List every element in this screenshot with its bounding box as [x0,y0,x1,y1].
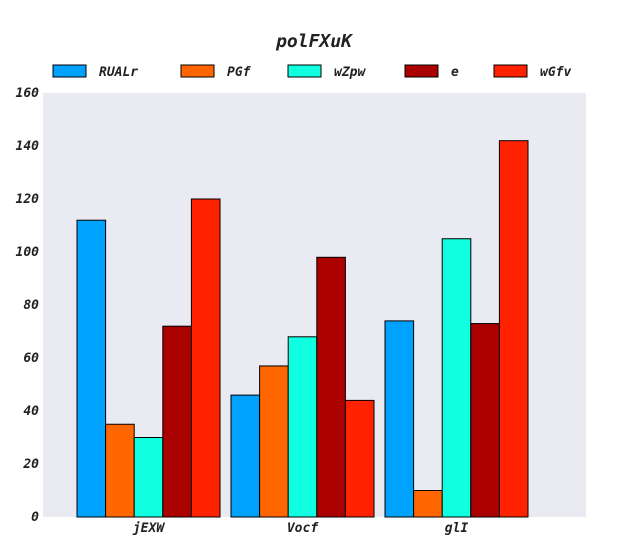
bar-Vocf-wZpw [287,336,318,518]
legend-swatch-PGf [180,64,215,78]
bar-Vocf-RUALr [230,394,261,518]
legend-label-RUALr: RUALr [99,65,138,80]
y-tick-label: 40 [23,404,39,419]
y-tick-label: 100 [16,245,40,260]
legend-swatch-RUALr [52,64,87,78]
x-tick-label-glI: glI [445,521,469,536]
bar-glI-wGfv [498,140,529,518]
bar-jEXW-wGfv [190,198,221,518]
bar-jEXW-wZpw [133,437,164,518]
bar-jEXW-e [162,325,192,518]
y-axis: 0 20 40 60 80 100 120 140 160 [16,86,40,525]
y-tick-label: 120 [16,192,40,207]
y-tick-label: 80 [23,298,39,313]
legend-swatch-wZpw [287,64,322,78]
y-tick-label: 160 [16,86,40,101]
x-tick-label-jEXW: jEXW [132,521,165,536]
bar-jEXW-RUALr [76,219,107,518]
legend-swatch-wGfv [493,64,528,78]
bar-glI-RUALr [384,320,415,518]
bar-glI-wZpw [441,238,472,518]
legend-label-wGfv: wGfv [540,65,571,80]
bar-Vocf-wGfv [344,399,375,518]
legend-label-PGf: PGf [227,65,252,80]
y-tick-label: 0 [31,510,39,525]
legend: RUALr PGf wZpw e wGfv [52,64,571,80]
bars [76,140,529,518]
bar-glI-e [470,323,500,518]
legend-swatch-e [404,64,439,78]
legend-label-e: e [451,65,459,80]
bar-glI-PGf [413,490,443,518]
x-tick-label-Vocf: Vocf [287,521,319,536]
bar-Vocf-PGf [259,365,289,518]
y-tick-label: 20 [22,457,39,472]
y-tick-label: 60 [23,351,39,366]
chart-title: polFXuK [275,31,354,52]
legend-label-wZpw: wZpw [334,65,366,80]
x-axis: jEXW Vocf glI [132,521,469,536]
y-tick-label: 140 [16,139,40,154]
bar-Vocf-e [316,256,346,518]
bar-jEXW-PGf [105,423,135,518]
